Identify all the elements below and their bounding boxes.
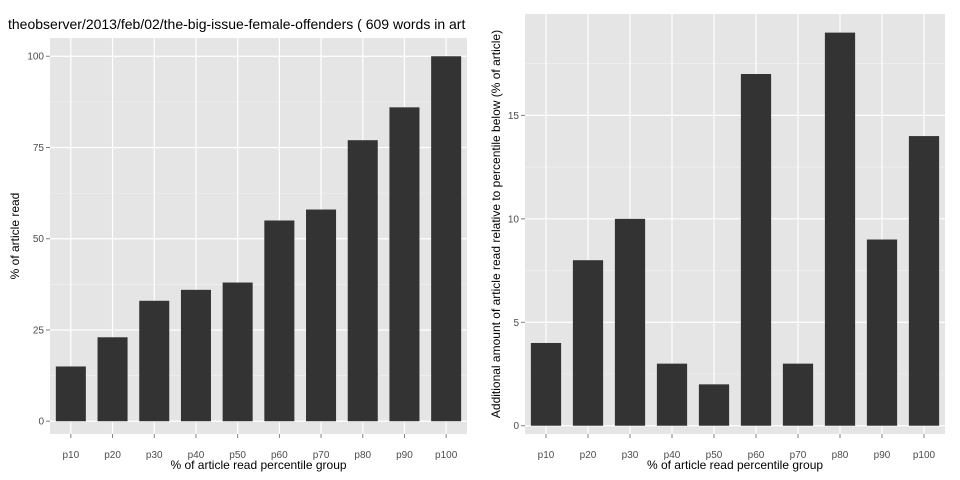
y-tick-label: 15 bbox=[508, 111, 520, 122]
bar-p50 bbox=[698, 384, 730, 426]
bar-p70 bbox=[306, 209, 337, 422]
y-tick-label: 10 bbox=[508, 214, 520, 225]
y-tick-label: 50 bbox=[33, 234, 45, 245]
bar-p30 bbox=[614, 218, 646, 426]
y-tick-label: 0 bbox=[38, 417, 44, 428]
y-axis-title: % of article read bbox=[8, 193, 22, 280]
bar-p90 bbox=[389, 107, 420, 422]
bar-p20 bbox=[97, 337, 128, 422]
x-tick-label: p30 bbox=[622, 450, 639, 461]
bar-p100 bbox=[431, 56, 462, 422]
bar-p80 bbox=[824, 32, 856, 426]
x-tick-label: p90 bbox=[396, 450, 413, 461]
bar-p20 bbox=[572, 260, 604, 426]
x-tick-label: p50 bbox=[229, 450, 246, 461]
y-axis-title: Additional amount of article read relati… bbox=[489, 30, 503, 418]
x-tick-label: p40 bbox=[188, 450, 205, 461]
chart-title: theobserver/2013/feb/02/the-big-issue-fe… bbox=[8, 16, 465, 32]
bar-p30 bbox=[139, 300, 170, 422]
bar-p10 bbox=[55, 366, 86, 422]
y-tick-label: 75 bbox=[33, 143, 45, 154]
x-tick-label: p10 bbox=[538, 450, 555, 461]
bar-p70 bbox=[782, 363, 814, 426]
bar-p10 bbox=[530, 342, 562, 426]
x-tick-label: p100 bbox=[435, 450, 458, 461]
bar-p60 bbox=[264, 220, 295, 422]
bar-p40 bbox=[180, 289, 211, 422]
bar-p40 bbox=[656, 363, 688, 426]
x-tick-label: p40 bbox=[664, 450, 681, 461]
x-tick-label: p60 bbox=[748, 450, 765, 461]
x-tick-label: p30 bbox=[146, 450, 163, 461]
bar-p80 bbox=[347, 140, 378, 422]
right-bar-chart: 0 5 10 15 p10 p20 p30 p40 p50 p60 p70 p80 p90 p100 % o… bbox=[489, 14, 945, 472]
y-tick-label: 100 bbox=[27, 52, 44, 63]
x-tick-label: p80 bbox=[354, 450, 371, 461]
bar-p50 bbox=[222, 282, 253, 422]
y-tick-label: 5 bbox=[513, 318, 519, 329]
y-tick-label: 25 bbox=[33, 325, 45, 336]
y-tick-label: 0 bbox=[513, 421, 519, 432]
x-tick-label: p80 bbox=[832, 450, 849, 461]
x-tick-label: p70 bbox=[790, 450, 807, 461]
bar-p60 bbox=[740, 74, 772, 426]
x-tick-label: p100 bbox=[913, 450, 936, 461]
x-axis-title: % of article read percentile group bbox=[170, 458, 346, 472]
x-tick-label: p20 bbox=[104, 450, 121, 461]
x-tick-label: p50 bbox=[706, 450, 723, 461]
x-tick-label: p70 bbox=[313, 450, 330, 461]
x-tick-label: p90 bbox=[874, 450, 891, 461]
x-axis-title: % of article read percentile group bbox=[647, 458, 823, 472]
x-tick-label: p20 bbox=[580, 450, 597, 461]
x-tick-label: p60 bbox=[271, 450, 288, 461]
bar-p100 bbox=[908, 136, 940, 426]
x-tick-label: p10 bbox=[63, 450, 80, 461]
bar-p90 bbox=[866, 239, 898, 426]
left-bar-chart: 0 25 50 75 100 p10 p20 p30 p40 p50 p60 p70 p80 p90 p10… bbox=[8, 38, 467, 472]
